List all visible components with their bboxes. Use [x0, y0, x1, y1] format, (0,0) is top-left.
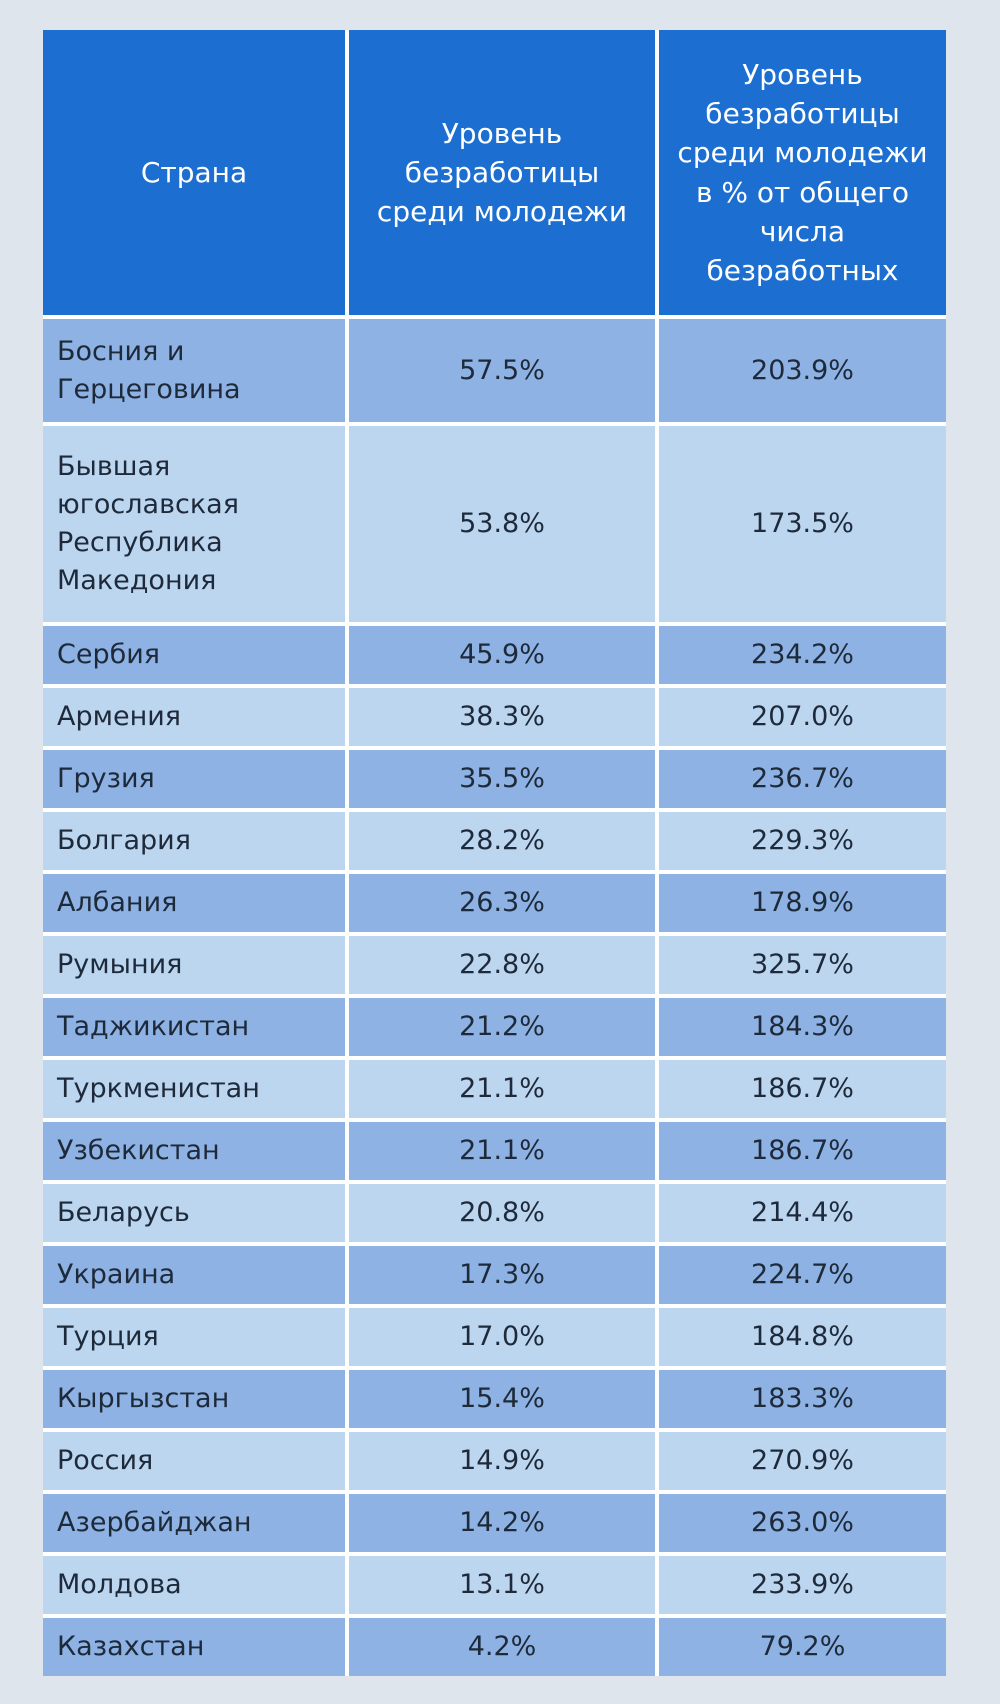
- country-cell: Сербия: [43, 626, 345, 684]
- value-cell: 173.5%: [659, 426, 946, 622]
- value-cell: 4.2%: [349, 1618, 655, 1676]
- country-cell: Украина: [43, 1246, 345, 1304]
- value-cell: 325.7%: [659, 936, 946, 994]
- value-cell: 270.9%: [659, 1432, 946, 1490]
- country-cell: Таджикистан: [43, 998, 345, 1056]
- country-cell: Бывшая югославская Республика Македония: [43, 426, 345, 622]
- country-cell: Молдова: [43, 1556, 345, 1614]
- value-cell: 20.8%: [349, 1184, 655, 1242]
- value-cell: 214.4%: [659, 1184, 946, 1242]
- value-cell: 21.1%: [349, 1122, 655, 1180]
- value-cell: 35.5%: [349, 750, 655, 808]
- header-cell: Страна: [43, 30, 345, 315]
- value-cell: 224.7%: [659, 1246, 946, 1304]
- country-cell: Туркменистан: [43, 1060, 345, 1118]
- value-cell: 79.2%: [659, 1618, 946, 1676]
- country-cell: Грузия: [43, 750, 345, 808]
- value-cell: 13.1%: [349, 1556, 655, 1614]
- value-cell: 28.2%: [349, 812, 655, 870]
- value-cell: 203.9%: [659, 319, 946, 422]
- value-cell: 15.4%: [349, 1370, 655, 1428]
- value-cell: 17.3%: [349, 1246, 655, 1304]
- country-cell: Румыния: [43, 936, 345, 994]
- country-cell: Россия: [43, 1432, 345, 1490]
- value-cell: 183.3%: [659, 1370, 946, 1428]
- value-cell: 45.9%: [349, 626, 655, 684]
- country-cell: Казахстан: [43, 1618, 345, 1676]
- value-cell: 234.2%: [659, 626, 946, 684]
- value-cell: 21.1%: [349, 1060, 655, 1118]
- value-cell: 263.0%: [659, 1494, 946, 1552]
- value-cell: 233.9%: [659, 1556, 946, 1614]
- value-cell: 14.9%: [349, 1432, 655, 1490]
- value-cell: 57.5%: [349, 319, 655, 422]
- value-cell: 178.9%: [659, 874, 946, 932]
- value-cell: 207.0%: [659, 688, 946, 746]
- value-cell: 53.8%: [349, 426, 655, 622]
- country-cell: Беларусь: [43, 1184, 345, 1242]
- value-cell: 184.3%: [659, 998, 946, 1056]
- value-cell: 17.0%: [349, 1308, 655, 1366]
- value-cell: 229.3%: [659, 812, 946, 870]
- value-cell: 184.8%: [659, 1308, 946, 1366]
- country-cell: Болгария: [43, 812, 345, 870]
- value-cell: 186.7%: [659, 1122, 946, 1180]
- header-cell: Уровень безработицы среди молодежи: [349, 30, 655, 315]
- country-cell: Кыргызстан: [43, 1370, 345, 1428]
- value-cell: 21.2%: [349, 998, 655, 1056]
- value-cell: 236.7%: [659, 750, 946, 808]
- country-cell: Босния и Герцеговина: [43, 319, 345, 422]
- value-cell: 22.8%: [349, 936, 655, 994]
- country-cell: Армения: [43, 688, 345, 746]
- value-cell: 26.3%: [349, 874, 655, 932]
- country-cell: Албания: [43, 874, 345, 932]
- country-cell: Азербайджан: [43, 1494, 345, 1552]
- value-cell: 14.2%: [349, 1494, 655, 1552]
- country-cell: Узбекистан: [43, 1122, 345, 1180]
- value-cell: 186.7%: [659, 1060, 946, 1118]
- header-cell: Уровень безработицы среди молодежи в % о…: [659, 30, 946, 315]
- table: Страна Уровень безработицы среди молодежи…: [43, 30, 946, 1676]
- value-cell: 38.3%: [349, 688, 655, 746]
- country-cell: Турция: [43, 1308, 345, 1366]
